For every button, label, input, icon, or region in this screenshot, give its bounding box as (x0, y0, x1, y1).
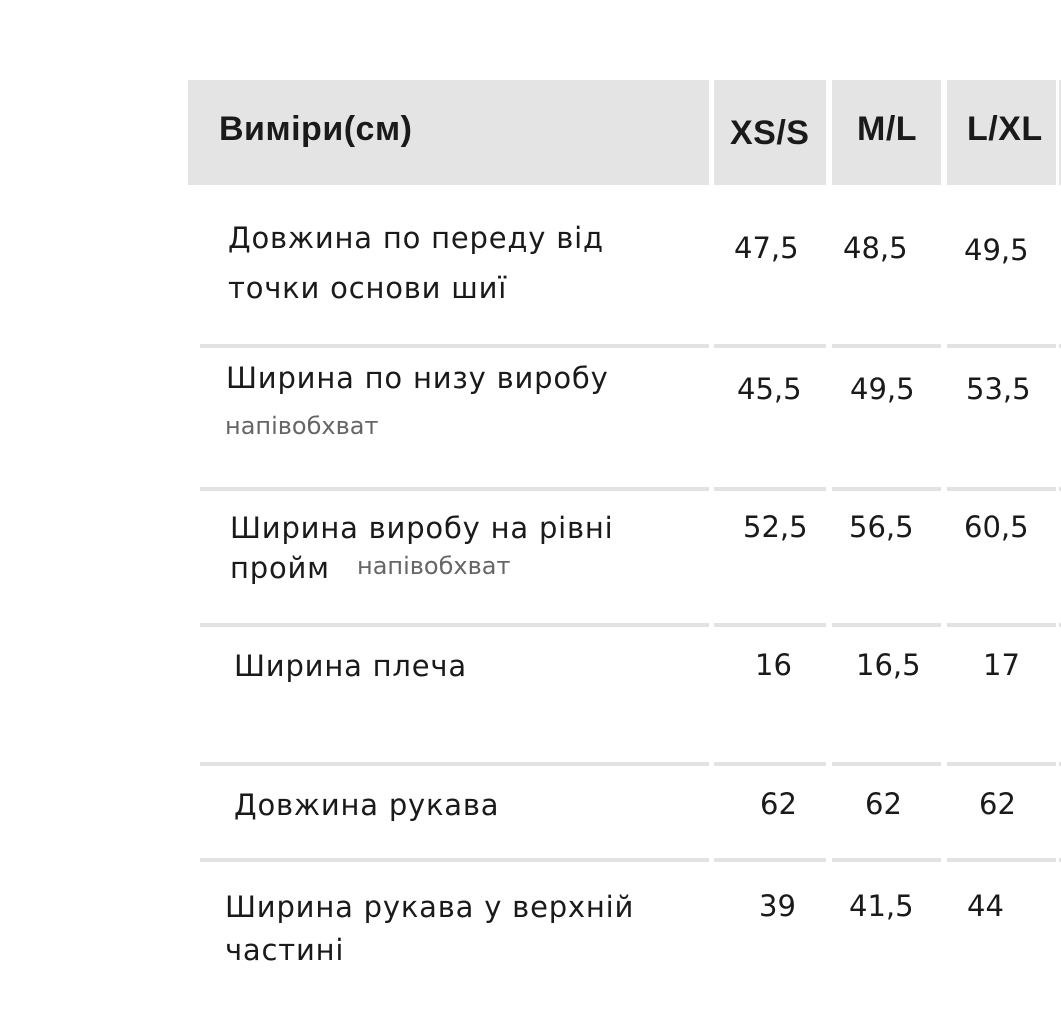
cell-value: 53,5 (966, 372, 1031, 406)
cell-value: 44 (967, 889, 1004, 923)
cell-value: 52,5 (743, 510, 808, 544)
cell-value: 48,5 (843, 231, 908, 265)
row-separator (200, 487, 709, 491)
cell-value: 47,5 (734, 231, 799, 265)
cell-value: 49,5 (964, 233, 1029, 267)
cell-value: 39 (759, 889, 796, 923)
row-separator (832, 623, 941, 627)
row-label: Ширина плеча (234, 649, 467, 683)
cell-value: 41,5 (849, 889, 914, 923)
row-separator (1059, 762, 1061, 766)
cell-value: 17 (983, 648, 1020, 682)
row-separator (1059, 858, 1061, 862)
row-separator (832, 487, 941, 491)
header-cell-cut (1059, 80, 1061, 185)
row-label: Довжина по переду від (228, 221, 604, 255)
cell-value: 45,5 (737, 372, 802, 406)
row-separator (200, 858, 709, 862)
header-size: L/XL (967, 110, 1043, 148)
row-separator (714, 858, 826, 862)
row-separator (947, 487, 1056, 491)
cell-value: 62 (865, 787, 902, 821)
cell-value: 56,5 (849, 510, 914, 544)
cell-value: 62 (760, 787, 797, 821)
row-separator (1059, 344, 1061, 348)
row-separator (200, 623, 709, 627)
row-label: пройм (230, 551, 330, 585)
header-size: XS/S (730, 114, 810, 152)
row-separator (714, 344, 826, 348)
row-separator (1059, 623, 1061, 627)
row-separator (832, 858, 941, 862)
cell-value: 62 (979, 787, 1016, 821)
row-label: Ширина по низу виробу (226, 361, 609, 395)
cell-value: 60,5 (964, 510, 1029, 544)
row-separator (200, 344, 709, 348)
row-separator (200, 762, 709, 766)
header-cell-m-l (832, 80, 941, 185)
row-separator (714, 762, 826, 766)
header-cell-measurements (188, 80, 709, 185)
row-separator (832, 762, 941, 766)
row-separator (832, 344, 941, 348)
row-separator (947, 344, 1056, 348)
row-label: частині (225, 933, 345, 967)
row-note: напівобхват (225, 412, 379, 440)
header-cell-l-xl (947, 80, 1056, 185)
row-separator (947, 762, 1056, 766)
row-separator (714, 487, 826, 491)
row-separator (714, 623, 826, 627)
row-label: точки основи шиї (228, 271, 508, 305)
cell-value: 16,5 (856, 648, 921, 682)
row-label: Ширина виробу на рівні (230, 511, 614, 545)
cell-value: 49,5 (850, 372, 915, 406)
row-label: Довжина рукава (234, 788, 500, 822)
header-label: Виміри(см) (219, 110, 413, 148)
row-note: напівобхват (357, 552, 511, 580)
header-size: M/L (857, 110, 918, 148)
header-cell-xs-s (714, 80, 826, 185)
row-separator (947, 858, 1056, 862)
row-separator (1059, 487, 1061, 491)
cell-value: 16 (755, 648, 792, 682)
row-label: Ширина рукава у верхній (225, 890, 635, 924)
row-separator (947, 623, 1056, 627)
